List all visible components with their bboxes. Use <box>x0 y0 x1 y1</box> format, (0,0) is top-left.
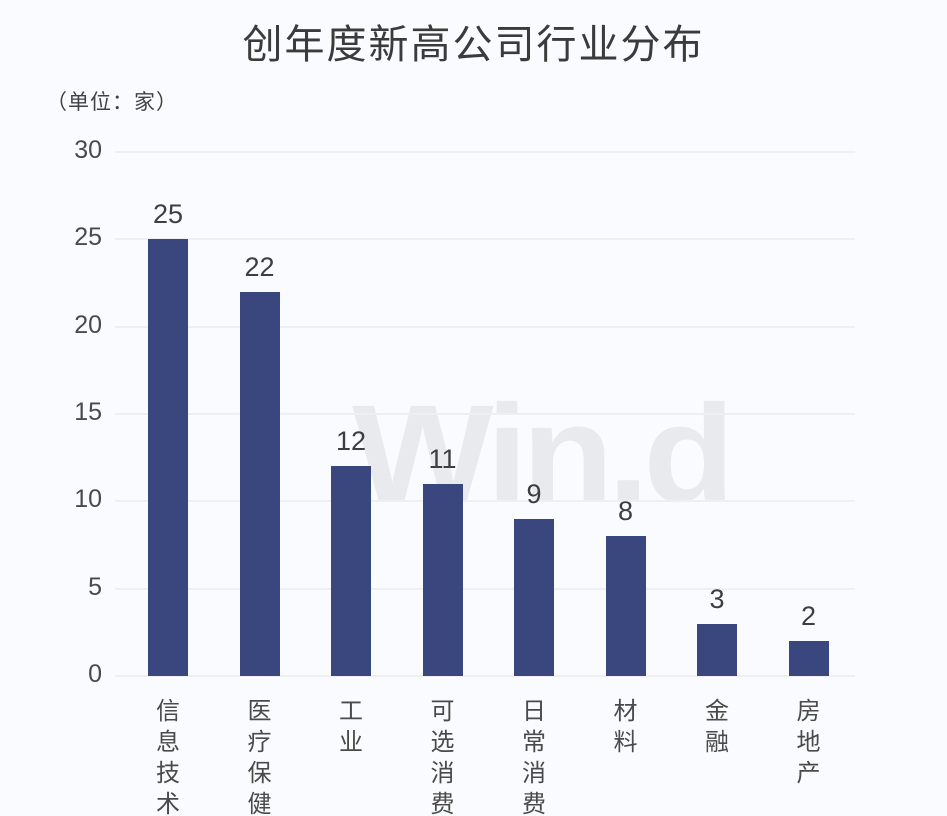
gridline-y-15 <box>115 413 855 415</box>
bar-可选消费 <box>422 483 463 676</box>
gridline-y-20 <box>115 325 855 328</box>
x-axis-category-label-可选消费: 可 选 消 费 <box>430 698 455 816</box>
bar-日常消费 <box>514 518 554 676</box>
bar-value-label-房地产: 2 <box>800 601 817 632</box>
bar-医疗保健 <box>239 291 280 676</box>
x-axis-category-label-信息技术: 信 息 技 术 <box>156 698 180 816</box>
gridline-y-25 <box>115 238 855 241</box>
y-axis-tick-label-0: 0 <box>88 660 102 688</box>
bar-value-label-可选消费: 11 <box>428 443 457 474</box>
bar-value-label-日常消费: 9 <box>526 478 542 509</box>
bar-value-label-工业: 12 <box>335 426 367 457</box>
wind-watermark: Win.d <box>352 375 735 531</box>
gridline-y-5 <box>115 587 855 590</box>
bar-金融 <box>697 623 737 676</box>
gridline-y-10 <box>115 500 855 503</box>
bar-value-label-材料: 8 <box>617 496 634 527</box>
gridline-y-0 <box>115 675 855 677</box>
x-axis-category-label-材料: 材 料 <box>613 698 638 756</box>
x-axis-category-label-金融: 金 融 <box>705 698 729 756</box>
chart-title: 创年度新高公司行业分布 <box>242 23 705 67</box>
bar-value-label-金融: 3 <box>709 583 725 614</box>
x-axis-category-label-房地产: 房 地 产 <box>796 698 821 787</box>
x-axis-category-label-医疗保健: 医 疗 保 健 <box>247 698 272 816</box>
x-axis-category-label-工业: 工 业 <box>339 698 363 756</box>
x-axis-category-label-日常消费: 日 常 消 费 <box>522 698 546 816</box>
bar-房地产 <box>788 641 829 676</box>
bar-材料 <box>605 536 646 676</box>
bar-value-label-信息技术: 25 <box>152 199 184 230</box>
y-axis-tick-label-20: 20 <box>74 310 102 339</box>
y-axis-tick-label-10: 10 <box>74 485 102 514</box>
y-axis-tick-label-5: 5 <box>88 572 102 601</box>
bar-value-label-医疗保健: 22 <box>244 251 275 282</box>
y-axis-tick-label-30: 30 <box>74 136 102 164</box>
bar-工业 <box>331 466 371 676</box>
y-axis-unit-label: （单位：家） <box>46 91 178 114</box>
gridline-y-30 <box>115 151 855 153</box>
bar-信息技术 <box>148 239 188 676</box>
y-axis-tick-label-15: 15 <box>74 398 102 426</box>
y-axis-tick-label-25: 25 <box>74 223 102 252</box>
